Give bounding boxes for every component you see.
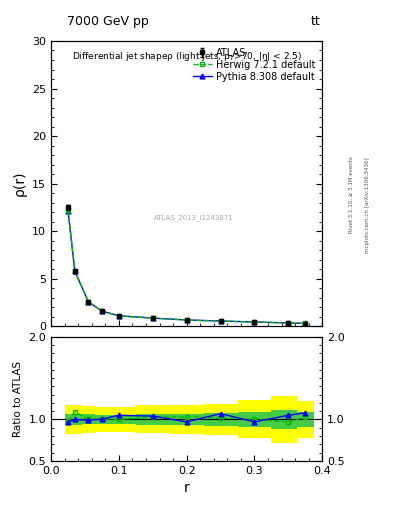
- Herwig 7.2.1 default: [72, 268, 77, 274]
- Y-axis label: Ratio to ATLAS: Ratio to ATLAS: [13, 360, 23, 437]
- Pythia 8.308 default: [151, 315, 155, 321]
- Pythia 8.308 default: [99, 308, 104, 314]
- Pythia 8.308 default: [184, 317, 189, 323]
- Pythia 8.308 default: [286, 320, 291, 326]
- Pythia 8.308 default: [86, 299, 91, 305]
- Herwig 7.2.1 default: [252, 319, 257, 325]
- Text: Differential jet shapeρ (light jets, p$_T$>70, |η| < 2.5): Differential jet shapeρ (light jets, p$_…: [72, 50, 302, 62]
- Pythia 8.308 default: [252, 319, 257, 325]
- Herwig 7.2.1 default: [99, 308, 104, 314]
- Herwig 7.2.1 default: [117, 313, 121, 319]
- Herwig 7.2.1 default: [286, 320, 291, 326]
- Herwig 7.2.1 default: [303, 321, 308, 327]
- Herwig 7.2.1 default: [86, 298, 91, 305]
- Text: mcplots.cern.ch [arXiv:1306.3436]: mcplots.cern.ch [arXiv:1306.3436]: [365, 157, 370, 252]
- Text: ATLAS_2013_I1243871: ATLAS_2013_I1243871: [154, 215, 234, 221]
- Herwig 7.2.1 default: [151, 315, 155, 321]
- Pythia 8.308 default: [117, 313, 121, 319]
- Text: tt: tt: [310, 15, 320, 28]
- Line: Pythia 8.308 default: Pythia 8.308 default: [66, 208, 308, 326]
- Y-axis label: ρ(r): ρ(r): [13, 171, 27, 197]
- Text: Rivet 3.1.10, ≥ 3.1M events: Rivet 3.1.10, ≥ 3.1M events: [349, 156, 354, 233]
- Pythia 8.308 default: [66, 208, 70, 214]
- X-axis label: r: r: [184, 481, 189, 495]
- Pythia 8.308 default: [72, 268, 77, 274]
- Herwig 7.2.1 default: [218, 318, 223, 324]
- Pythia 8.308 default: [218, 318, 223, 324]
- Legend: ATLAS, Herwig 7.2.1 default, Pythia 8.308 default: ATLAS, Herwig 7.2.1 default, Pythia 8.30…: [189, 44, 320, 86]
- Line: Herwig 7.2.1 default: Herwig 7.2.1 default: [66, 208, 308, 326]
- Text: 7000 GeV pp: 7000 GeV pp: [67, 15, 149, 28]
- Herwig 7.2.1 default: [66, 207, 70, 214]
- Herwig 7.2.1 default: [184, 317, 189, 323]
- Pythia 8.308 default: [303, 321, 308, 327]
